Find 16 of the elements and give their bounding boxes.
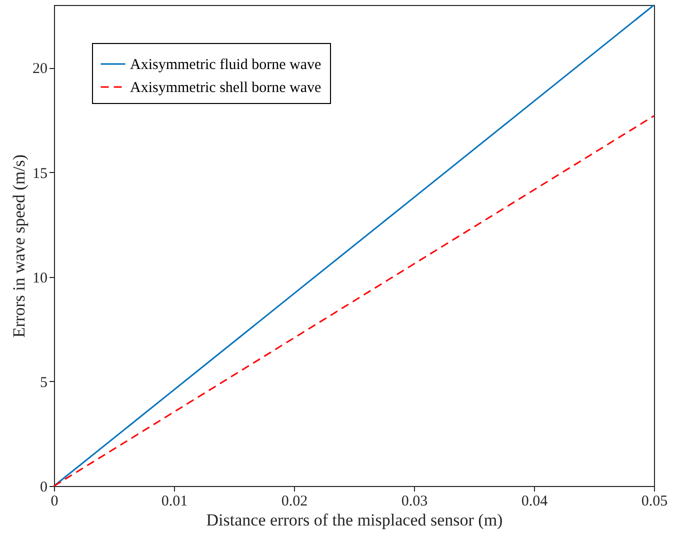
x-tick-label: 0.01 — [161, 494, 188, 510]
y-tick-label: 15 — [32, 166, 48, 182]
x-tick-label: 0.04 — [521, 494, 548, 510]
x-tick-label: 0.05 — [641, 494, 668, 510]
legend-label: Axisymmetric fluid borne wave — [130, 57, 322, 73]
x-tick-label: 0.03 — [401, 494, 428, 510]
y-tick-label: 10 — [32, 270, 48, 286]
x-tick-label: 0 — [50, 494, 58, 510]
x-tick-label: 0.02 — [281, 494, 308, 510]
legend-label: Axisymmetric shell borne wave — [130, 80, 322, 96]
y-tick-label: 20 — [32, 61, 48, 78]
line-series — [53, 115, 655, 487]
y-tick-label: 5 — [40, 374, 48, 391]
y-tick-label: 0 — [40, 480, 48, 496]
x-axis-title: Distance errors of the misplaced sensor (m) — [206, 510, 503, 530]
y-axis-title: Errors in wave speed (m/s) — [10, 154, 28, 338]
